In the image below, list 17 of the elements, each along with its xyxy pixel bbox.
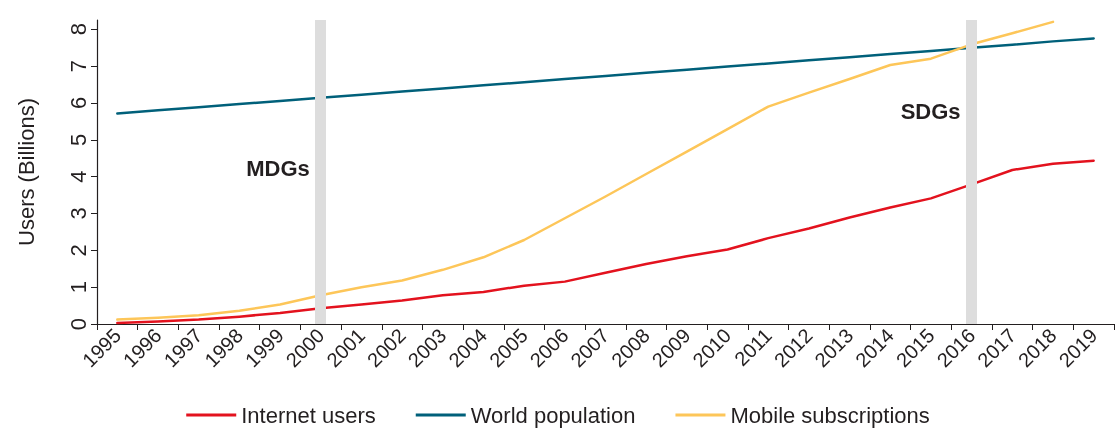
y-tick-label: 6 [65, 96, 91, 110]
ref-line-label: MDGs [246, 156, 310, 182]
y-tick-label: 7 [65, 59, 91, 73]
legend-label: Internet users [241, 402, 376, 428]
line-series [116, 20, 1055, 321]
y-tick-label: 4 [65, 170, 91, 183]
y-axis-title: Users (Billions) [13, 98, 39, 246]
legend-label: World population [470, 402, 636, 428]
y-tick-label: 8 [65, 23, 91, 36]
y-tick-label: 0 [65, 317, 91, 331]
line-series [116, 159, 1095, 325]
y-tick-label: 1 [65, 281, 91, 294]
ref-line-label: SDGs [900, 98, 961, 124]
legend-label: Mobile subscriptions [730, 402, 930, 428]
y-tick-label: 5 [65, 133, 91, 146]
y-tick-label: 2 [65, 244, 91, 257]
y-tick-label: 3 [65, 207, 91, 220]
